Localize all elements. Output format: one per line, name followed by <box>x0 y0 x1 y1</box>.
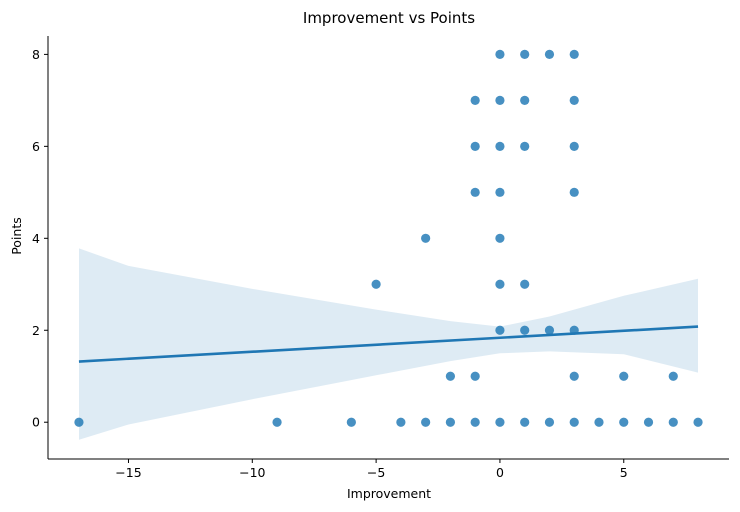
y-tick-label: 0 <box>32 415 40 430</box>
data-point <box>421 233 431 243</box>
y-tick-label: 8 <box>32 47 40 62</box>
data-point <box>569 49 579 59</box>
data-point <box>495 233 505 243</box>
data-point <box>668 417 678 427</box>
x-tick-label: −5 <box>367 465 385 480</box>
points-layer <box>74 49 703 427</box>
data-point <box>470 417 480 427</box>
data-point <box>569 141 579 151</box>
data-point <box>544 417 555 427</box>
data-point <box>74 417 84 427</box>
data-point <box>272 417 282 427</box>
data-point <box>643 417 654 427</box>
data-point <box>495 417 505 427</box>
data-point <box>396 417 406 427</box>
y-tick-label: 6 <box>32 139 40 154</box>
x-ticks: −15 −10 −5 0 5 <box>115 459 628 480</box>
data-point <box>346 417 356 427</box>
data-point <box>470 371 480 381</box>
data-point <box>421 417 431 427</box>
x-tick-label: 0 <box>496 465 504 480</box>
data-point <box>544 325 555 335</box>
data-point <box>445 371 456 381</box>
data-point <box>520 141 530 151</box>
data-point <box>544 49 555 59</box>
data-point <box>520 49 530 59</box>
data-point <box>569 371 579 381</box>
data-point <box>520 279 530 289</box>
y-tick-label: 4 <box>32 231 40 246</box>
data-point <box>495 325 505 335</box>
data-point <box>668 371 678 381</box>
data-point <box>445 417 456 427</box>
data-point <box>569 417 579 427</box>
data-point <box>470 95 480 105</box>
x-tick-label: 5 <box>620 465 628 480</box>
data-point <box>520 325 530 335</box>
data-point <box>520 95 530 105</box>
data-point <box>470 141 480 151</box>
data-point <box>569 95 579 105</box>
data-point <box>495 49 505 59</box>
data-point <box>594 417 604 427</box>
axes-layer <box>47 36 729 460</box>
regression-line-layer <box>78 325 699 363</box>
chart-title: Improvement vs Points <box>303 9 475 27</box>
x-tick-label: −10 <box>239 465 265 480</box>
data-point <box>495 95 505 105</box>
data-point <box>495 141 505 151</box>
data-point <box>495 279 505 289</box>
data-point <box>569 187 579 197</box>
x-tick-label: −15 <box>115 465 141 480</box>
data-point <box>520 417 530 427</box>
data-point <box>470 187 480 197</box>
data-point <box>371 279 381 289</box>
data-point <box>619 417 629 427</box>
y-axis-label: Points <box>9 217 24 255</box>
x-axis-label: Improvement <box>347 486 431 501</box>
data-point <box>619 371 629 381</box>
regression-line <box>78 325 699 363</box>
y-tick-label: 2 <box>32 323 40 338</box>
data-point <box>693 417 703 427</box>
y-ticks: 0 2 4 6 8 <box>32 47 48 430</box>
data-point <box>495 187 505 197</box>
